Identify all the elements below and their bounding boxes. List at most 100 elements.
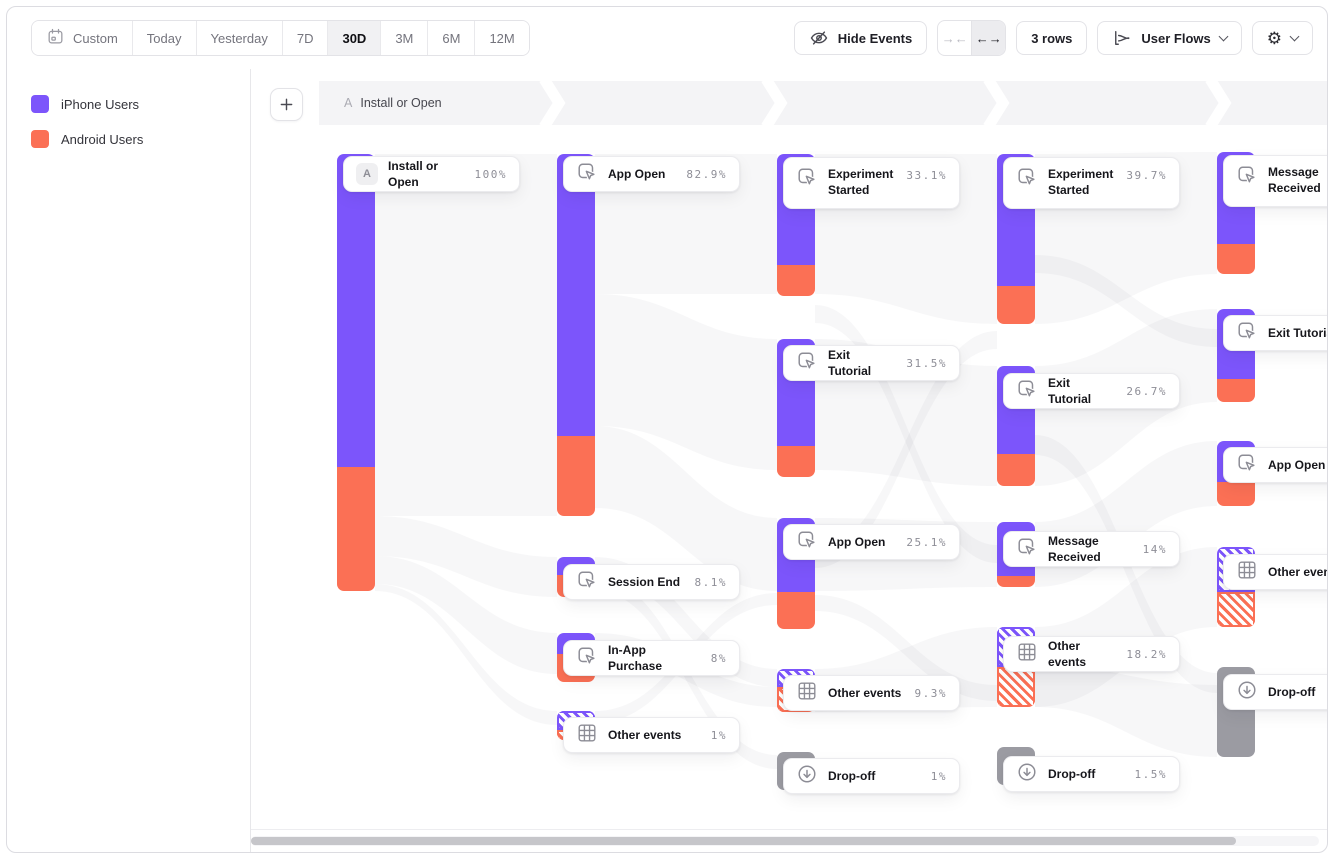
- hide-events-label: Hide Events: [837, 30, 913, 46]
- plus-icon: [280, 98, 293, 111]
- flow-bar-segment: [777, 446, 815, 477]
- legend-sidebar: iPhone Users Android Users: [7, 69, 251, 852]
- flow-node-exit-tutorial[interactable]: Exit Tutorial 26.7%: [1003, 373, 1180, 409]
- flow-node-in-app-purchase[interactable]: In-App Purchase 8%: [563, 640, 740, 676]
- flow-node-percent: 14%: [1142, 542, 1167, 556]
- flow-node-label: Experiment Started: [1048, 167, 1114, 198]
- legend-swatch: [31, 95, 49, 113]
- legend-item-android-users[interactable]: Android Users: [31, 130, 250, 148]
- tap-event-icon: [576, 645, 598, 672]
- flow-node-app-open[interactable]: App Open: [1223, 447, 1327, 483]
- collapse-expand-toggle: →← ←→: [937, 20, 1007, 56]
- flow-bar-segment: [1217, 482, 1255, 506]
- flow-node-label: Exit Tutorial: [828, 347, 872, 378]
- legend-label: Android Users: [61, 131, 144, 147]
- flow-node-install-or-open[interactable]: A Install or Open 100%: [343, 156, 520, 192]
- date-range-label: Today: [146, 30, 182, 46]
- add-step-button[interactable]: [270, 88, 303, 121]
- flow-bar-segment: [337, 467, 375, 591]
- step-badge: A: [344, 96, 353, 110]
- flow-node-label: Exit Tutorial: [1048, 375, 1092, 406]
- tap-event-icon: [1236, 320, 1258, 347]
- collapse-columns-button[interactable]: →←: [938, 21, 971, 55]
- flow-node-drop-off[interactable]: Drop-off 1%: [783, 758, 960, 794]
- flow-node-other-events[interactable]: Other events 1%: [563, 717, 740, 753]
- flow-bar-segment: [997, 576, 1035, 587]
- flow-bar-app-open[interactable]: [557, 154, 595, 516]
- flow-node-drop-off[interactable]: Drop-off 1.5%: [1003, 756, 1180, 792]
- tap-event-icon: [1236, 164, 1258, 191]
- flow-bar-segment: [337, 154, 375, 467]
- flow-node-message-received[interactable]: Message Received: [1223, 155, 1327, 207]
- flow-node-app-open[interactable]: App Open 82.9%: [563, 156, 740, 192]
- date-range-6m[interactable]: 6M: [427, 21, 475, 55]
- horizontal-scrollbar-track[interactable]: [251, 836, 1319, 846]
- date-range-yesterday[interactable]: Yesterday: [195, 21, 282, 55]
- chevron-down-icon: [1289, 31, 1300, 42]
- date-range-label: 3M: [395, 30, 414, 46]
- flow-node-percent: 8%: [710, 651, 727, 665]
- tap-event-icon: [796, 529, 818, 556]
- flow-node-other-events[interactable]: Other events 18.2%: [1003, 636, 1180, 672]
- flow-node-experiment-started[interactable]: Experiment Started 39.7%: [1003, 157, 1180, 209]
- date-range-label: 6M: [442, 30, 461, 46]
- expand-columns-button[interactable]: ←→: [971, 21, 1006, 55]
- flow-node-label: Experiment Started: [828, 167, 894, 198]
- flow-node-message-received[interactable]: Message Received 14%: [1003, 531, 1180, 567]
- collapse-icon: →←: [941, 30, 968, 46]
- flow-bar-segment: [777, 592, 815, 629]
- flow-node-label: App Open: [1268, 457, 1326, 472]
- date-range-label: 12M: [489, 30, 515, 46]
- toolbar: Custom Today Yesterday 7D 30D 3M 6M 12M Hide Ev…: [7, 7, 1327, 69]
- toolbar-right: Hide Events →← ←→ 3 rows User Flows ⚙: [793, 20, 1313, 56]
- settings-button[interactable]: ⚙: [1251, 21, 1313, 55]
- flow-node-session-end[interactable]: Session End 8.1%: [563, 564, 740, 600]
- date-range-today[interactable]: Today: [131, 21, 196, 55]
- legend-swatch: [31, 130, 49, 148]
- tap-event-icon: [1016, 378, 1038, 405]
- flow-node-experiment-started[interactable]: Experiment Started 33.1%: [783, 157, 960, 209]
- rows-button[interactable]: 3 rows: [1016, 21, 1088, 55]
- flow-bar-segment: [1217, 592, 1255, 627]
- flow-node-exit-tutorial[interactable]: Exit Tutorial: [1223, 315, 1327, 351]
- drop-off-icon: [796, 763, 818, 790]
- flow-bar-segment: [997, 286, 1035, 324]
- flow-node-percent: 9.3%: [914, 686, 947, 700]
- date-range-label: 7D: [296, 30, 314, 46]
- step-a-badge: A: [356, 163, 378, 185]
- flow-node-other-events[interactable]: Other events: [1223, 554, 1327, 590]
- flow-bar-segment: [997, 667, 1035, 707]
- step-header-strip: A Install or Open: [319, 81, 1327, 125]
- date-range-12m[interactable]: 12M: [474, 21, 529, 55]
- flow-bar-install-or-open[interactable]: [337, 154, 375, 591]
- flow-node-exit-tutorial[interactable]: Exit Tutorial 31.5%: [783, 345, 960, 381]
- flow-node-percent: 33.1%: [906, 169, 947, 182]
- chevron-down-icon: [1218, 31, 1229, 42]
- tap-event-icon: [576, 161, 598, 188]
- flow-node-other-events[interactable]: Other events 9.3%: [783, 675, 960, 711]
- legend-label: iPhone Users: [61, 96, 140, 112]
- step-header-label[interactable]: A Install or Open: [344, 81, 442, 125]
- hide-events-button[interactable]: Hide Events: [793, 21, 928, 55]
- date-range-custom[interactable]: Custom: [32, 21, 132, 55]
- flow-node-app-open[interactable]: App Open 25.1%: [783, 524, 960, 560]
- flow-node-percent: 25.1%: [906, 535, 947, 549]
- step-label: Install or Open: [360, 96, 442, 110]
- flow-bar-segment: [557, 436, 595, 516]
- tap-event-icon: [1016, 536, 1038, 563]
- date-range-30d[interactable]: 30D: [327, 21, 381, 55]
- horizontal-scrollbar-thumb[interactable]: [251, 837, 1236, 845]
- content: iPhone Users Android Users A Install or O…: [7, 69, 1327, 852]
- flow-node-label: Other events: [1268, 564, 1327, 579]
- flow-node-percent: 39.7%: [1126, 169, 1167, 182]
- flow-node-percent: 31.5%: [906, 356, 947, 370]
- legend-item-iphone-users[interactable]: iPhone Users: [31, 95, 250, 113]
- flow-node-percent: 82.9%: [686, 167, 727, 181]
- flow-node-label: Message Received: [1268, 165, 1321, 196]
- date-range-group: Custom Today Yesterday 7D 30D 3M 6M 12M: [31, 20, 530, 56]
- date-range-3m[interactable]: 3M: [380, 21, 428, 55]
- flow-node-drop-off[interactable]: Drop-off: [1223, 674, 1327, 710]
- flow-node-label: App Open: [828, 534, 886, 549]
- date-range-7d[interactable]: 7D: [281, 21, 328, 55]
- view-selector-button[interactable]: User Flows: [1097, 21, 1242, 55]
